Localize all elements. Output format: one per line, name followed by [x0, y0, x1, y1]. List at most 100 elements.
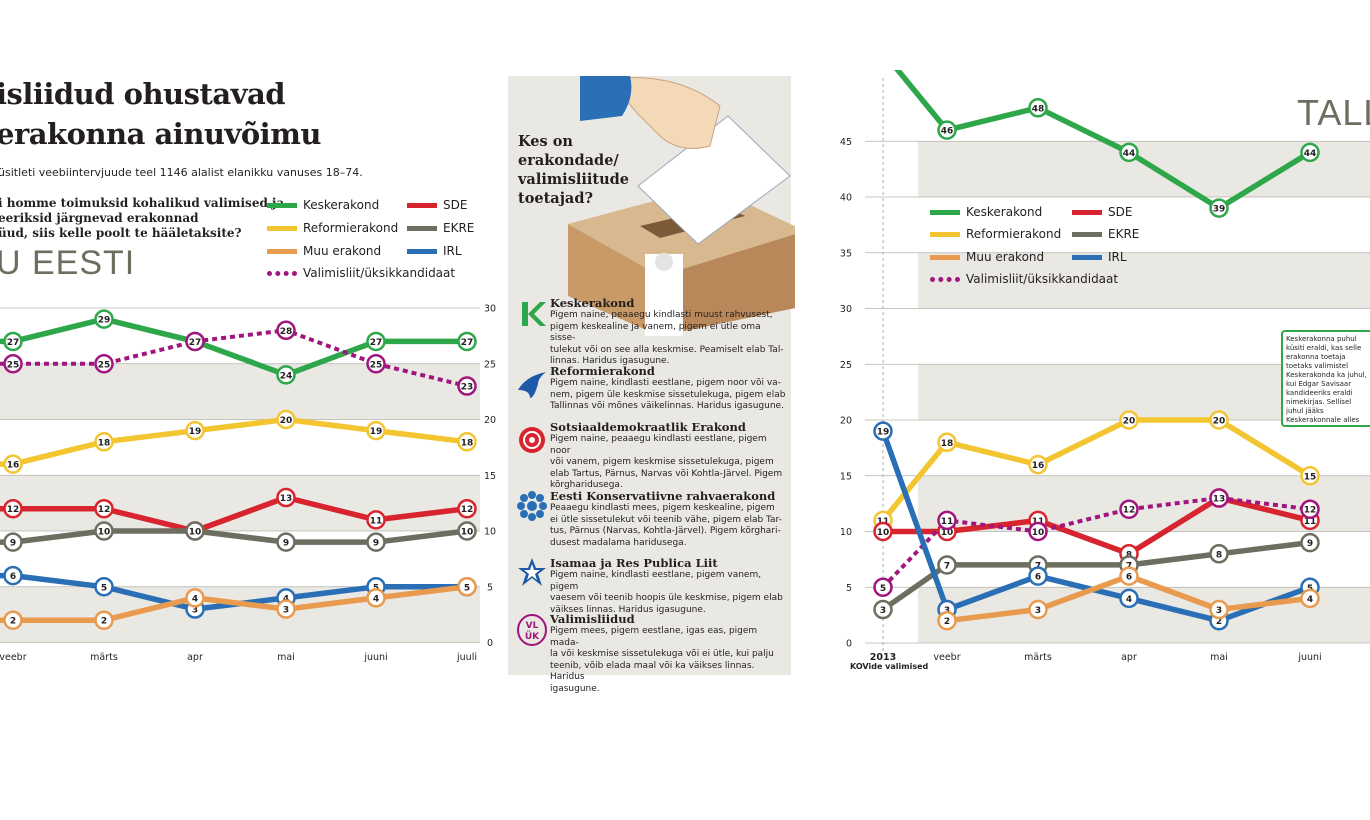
data-label-sde: 13	[280, 494, 293, 504]
data-point-valimisliit	[366, 354, 386, 374]
data-label-irl: 2	[1216, 617, 1222, 627]
y-tick-label: 5	[487, 582, 493, 593]
x-tick-label: veebr	[933, 652, 960, 663]
sde-rose-icon	[519, 427, 545, 453]
data-point-reform	[457, 432, 477, 452]
legend-label-kesk: Keskerakond	[303, 198, 380, 212]
data-label-kesk: 27	[370, 338, 383, 348]
legend-item-valimisliit: Valimisliit/üksikkandidaat	[267, 266, 455, 280]
data-point-valimisliit	[276, 320, 296, 341]
data-label-reform: 20	[280, 416, 293, 426]
party-text-line: elab Tartus, Pärnus, Narvas või Kohtla-J…	[550, 468, 783, 479]
ekre-cornflower-icon	[517, 491, 547, 521]
party-text-line: tulekut või on see alla keskmise. Peamis…	[550, 344, 784, 355]
party-text-line: väikses linnas. Haridus igasugune.	[550, 604, 706, 615]
legend-item-reform-r: Reformierakond	[930, 227, 1061, 241]
left-question: i homme toimuksid kohalikud valimised ja…	[0, 196, 284, 241]
data-label-reform: 18	[941, 439, 954, 449]
y-tick-label: 10	[840, 527, 852, 538]
data-point-kesk	[1209, 198, 1229, 218]
data-label-valimisliit: 12	[1304, 506, 1317, 516]
data-point-ekre	[185, 521, 205, 541]
party-text-line: kõrgharidusega.	[550, 480, 623, 490]
left-headline: isliidud ohustavad erakonna ainuvõimu	[0, 74, 321, 154]
party-desc-reform: Reformierakond Pigem naine, kindlasti ee…	[550, 364, 786, 413]
legend-item-kesk-r: Keskerakond	[930, 205, 1042, 219]
data-label-sde: 10	[877, 528, 890, 538]
data-point-valimisliit	[1028, 521, 1048, 542]
data-point-valimisliit	[1119, 499, 1139, 519]
x-tick-label: veebr	[0, 652, 27, 663]
data-point-muu	[1209, 599, 1229, 620]
data-label-kesk: 39	[1213, 205, 1226, 215]
data-point-sde	[366, 510, 386, 530]
ballot-box-illustration	[568, 76, 795, 336]
data-point-irl	[1119, 588, 1139, 609]
party-text-line: dusest madalama haridusega.	[550, 537, 687, 548]
party-name: Isamaa ja Res Publica Liit	[550, 556, 718, 570]
data-point-kesk	[1300, 142, 1320, 163]
x-tick-label: 2013	[870, 652, 896, 663]
ekre-swatch	[407, 225, 437, 231]
x-tick-label: mai	[277, 652, 295, 663]
data-point-sde	[94, 498, 114, 519]
data-point-muu	[457, 577, 477, 597]
x-tick-label: apr	[1121, 652, 1137, 663]
sde-swatch	[407, 202, 437, 208]
x-tick-label: mai	[1210, 652, 1228, 663]
legend-label-reform: Reformierakond	[303, 221, 399, 235]
data-point-muu	[937, 610, 957, 631]
data-point-sde	[873, 521, 893, 542]
data-label-muu: 5	[464, 583, 470, 593]
data-point-reform	[937, 432, 957, 453]
data-label-kesk: 44	[1304, 149, 1317, 159]
data-point-kesk	[94, 309, 114, 329]
data-label-muu: 4	[1307, 595, 1313, 605]
question-line-3: üud, siis kelle poolt te hääletaksite?	[0, 226, 242, 240]
data-point-muu	[94, 610, 114, 630]
legend-label-ekre: EKRE	[1108, 227, 1140, 241]
party-desc-ekre: Eesti Konservatiivne rahvaerakond Peaaeg…	[550, 489, 786, 549]
data-point-reform	[1300, 466, 1320, 486]
data-point-ekre	[873, 599, 893, 620]
data-point-irl	[1028, 566, 1048, 586]
y-tick-label: 20	[484, 415, 496, 426]
data-label-muu: 3	[1035, 606, 1041, 616]
legend-item-ekre-r: EKRE	[1072, 227, 1139, 241]
sde-swatch	[1072, 209, 1102, 215]
supporters-title-line-1: Kes on	[518, 133, 573, 150]
legend-label-muu: Muu erakond	[966, 250, 1045, 264]
y-tick-label: 40	[840, 193, 852, 204]
data-point-valimisliit	[1300, 499, 1320, 519]
grid-band	[0, 475, 480, 531]
data-point-muu	[1119, 566, 1139, 586]
data-label-sde: 12	[461, 505, 474, 515]
ekre-swatch	[1072, 231, 1102, 237]
data-point-muu	[3, 610, 23, 630]
supporters-title-line-4: toetajad?	[518, 190, 593, 207]
data-label-muu: 3	[1216, 606, 1222, 616]
data-point-reform	[1028, 454, 1048, 475]
data-label-irl: 4	[1126, 595, 1132, 605]
party-desc-sde: Sotsiaaldemokraatlik Erakond Pigem naine…	[550, 420, 786, 492]
data-label-irl: 6	[10, 572, 16, 582]
data-label-valimisliit: 25	[370, 360, 383, 370]
data-label-valimisliit: 5	[880, 584, 886, 594]
data-point-sde	[3, 498, 23, 519]
x-tick-label: juuli	[456, 652, 477, 663]
party-text-line: Peaaegu kindlasti mees, pigem keskealine…	[550, 503, 775, 513]
data-label-muu: 4	[373, 594, 379, 604]
data-label-sde: 11	[370, 516, 383, 526]
series-line-kesk	[894, 70, 1312, 211]
data-point-reform	[185, 420, 205, 441]
data-point-reform	[276, 409, 296, 430]
data-label-muu: 2	[944, 617, 950, 627]
data-label-reform: 18	[98, 438, 111, 448]
party-name: Keskerakond	[550, 296, 635, 310]
grid-band	[918, 252, 1370, 309]
reform-swatch	[930, 231, 960, 237]
data-label-ekre: 9	[10, 539, 16, 549]
data-point-muu	[366, 588, 386, 608]
data-label-kesk: 27	[7, 338, 20, 348]
